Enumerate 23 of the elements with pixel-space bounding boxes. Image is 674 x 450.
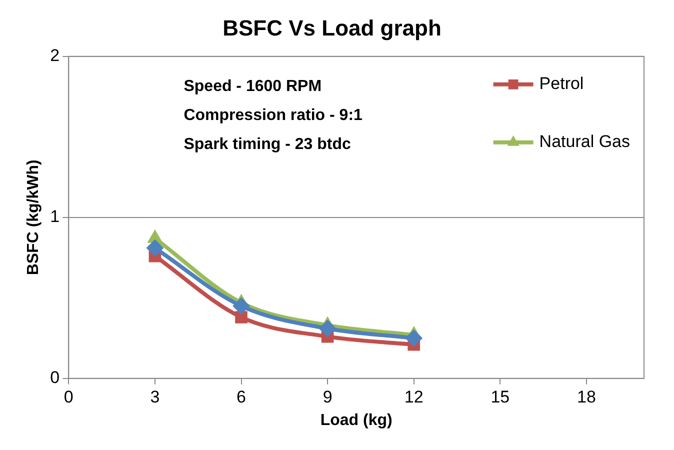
y-tick-label: 1	[50, 207, 60, 226]
legend-label: Petrol	[539, 74, 584, 94]
annotation: Speed - 1600 RPM	[184, 78, 322, 95]
x-tick-label: 15	[490, 387, 510, 406]
annotation: Compression ratio - 9:1	[184, 106, 363, 124]
y-tick-label: 0	[50, 368, 60, 388]
legend-label: Natural Gas	[539, 132, 630, 152]
point	[232, 297, 250, 314]
annotation: Spark timing - 23 btdc	[184, 136, 351, 153]
x-tick-label: 12	[404, 387, 424, 406]
point	[405, 330, 422, 347]
x-tick-label: 9	[322, 387, 332, 406]
point	[235, 311, 248, 324]
chart-title: BSFC Vs Load graph	[222, 15, 442, 40]
point	[319, 320, 336, 337]
y-tick-label: 2	[50, 46, 60, 66]
point	[146, 239, 164, 256]
x-tick-label: 18	[577, 387, 596, 406]
y-axis-title: BSFC (kg/kWh)	[25, 160, 42, 276]
x-tick-label: 0	[64, 387, 74, 406]
x-tick-label: 3	[150, 387, 160, 406]
x-axis-title: Load (kg)	[320, 412, 392, 429]
x-tick-label: 6	[236, 387, 246, 406]
